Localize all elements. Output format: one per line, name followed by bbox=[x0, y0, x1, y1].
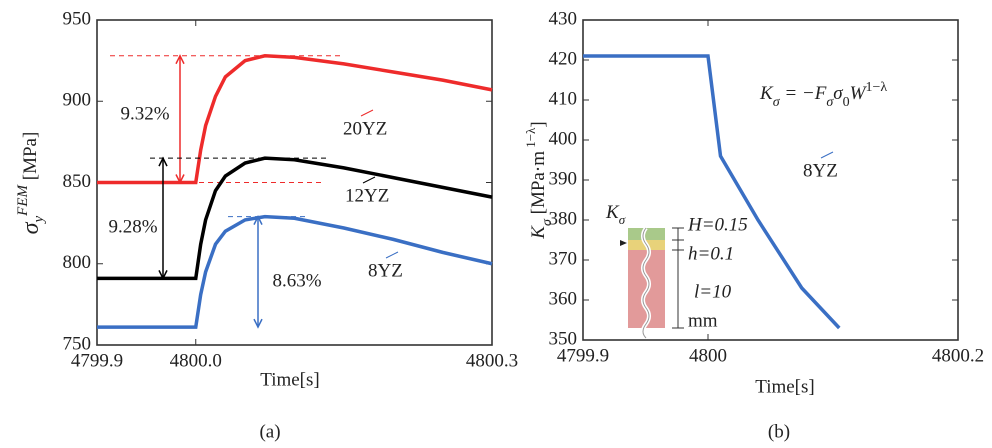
y-tick-label: 950 bbox=[63, 8, 92, 29]
y-axis-label-part: [MPa] bbox=[20, 132, 41, 185]
y-tick-label: 410 bbox=[549, 88, 578, 109]
x-axis-label: Time[s] bbox=[260, 369, 319, 390]
x-tick-label: 4800.0 bbox=[170, 350, 222, 371]
figure: 7508008509009504799.94800.04800.3Time[s]… bbox=[0, 0, 992, 448]
y-tick-label: 800 bbox=[63, 252, 92, 273]
x-tick-label: 4800.2 bbox=[932, 345, 984, 366]
y-tick-label: 420 bbox=[549, 48, 578, 69]
series-label: 8YZ bbox=[803, 160, 838, 181]
x-tick-label: 4799.9 bbox=[557, 345, 609, 366]
caption: (a) bbox=[259, 421, 280, 442]
series-label: 12YZ bbox=[345, 185, 389, 206]
annotation: 9.28% bbox=[108, 216, 157, 237]
y-axis-label-part: ] bbox=[528, 121, 549, 127]
y-tick-label: 370 bbox=[549, 248, 578, 269]
y-axis-label-part: y bbox=[31, 215, 47, 224]
y-axis-label-part: 1−λ bbox=[523, 127, 538, 151]
formula-part: 0 bbox=[843, 95, 850, 110]
x-tick-label: 4799.9 bbox=[71, 350, 123, 371]
series-leader bbox=[363, 177, 375, 183]
y-axis-label: σyFEM [MPa] bbox=[15, 132, 47, 235]
inset-label: h=0.1 bbox=[688, 243, 734, 264]
annotation: 8.63% bbox=[272, 270, 321, 291]
y-tick-label: 430 bbox=[549, 8, 578, 29]
caption: (b) bbox=[768, 421, 790, 442]
series-leader bbox=[386, 252, 398, 258]
series-leader bbox=[821, 152, 833, 158]
inset-diagram bbox=[620, 228, 684, 338]
x-axis-label: Time[s] bbox=[755, 376, 814, 397]
inset-label: H=0.15 bbox=[687, 214, 748, 235]
inset-symbol-part: σ bbox=[619, 212, 626, 227]
y-tick-label: 850 bbox=[63, 171, 92, 192]
series-label: 20YZ bbox=[343, 118, 387, 139]
series-leader bbox=[361, 110, 373, 116]
inset-label: mm bbox=[688, 310, 718, 331]
y-axis-label-part: FEM bbox=[15, 183, 31, 216]
annotation: 9.32% bbox=[120, 103, 169, 124]
formula: Kσ = −Fσσ0W1−λ bbox=[759, 80, 887, 110]
x-tick-label: 4800 bbox=[689, 345, 727, 366]
y-tick-label: 360 bbox=[549, 288, 578, 309]
formula-part: = −F bbox=[780, 83, 827, 104]
inset-label: l=10 bbox=[694, 281, 732, 302]
y-axis-label-part: [MPa·m bbox=[528, 151, 549, 219]
y-tick-label: 390 bbox=[549, 168, 578, 189]
x-tick-label: 4800.3 bbox=[466, 350, 518, 371]
y-tick-label: 400 bbox=[549, 128, 578, 149]
inset-pointer bbox=[620, 240, 627, 246]
formula-part: 1−λ bbox=[865, 80, 887, 95]
y-tick-label: 900 bbox=[63, 90, 92, 111]
series-label: 8YZ bbox=[368, 260, 403, 281]
inset-symbol: Kσ bbox=[605, 202, 626, 227]
